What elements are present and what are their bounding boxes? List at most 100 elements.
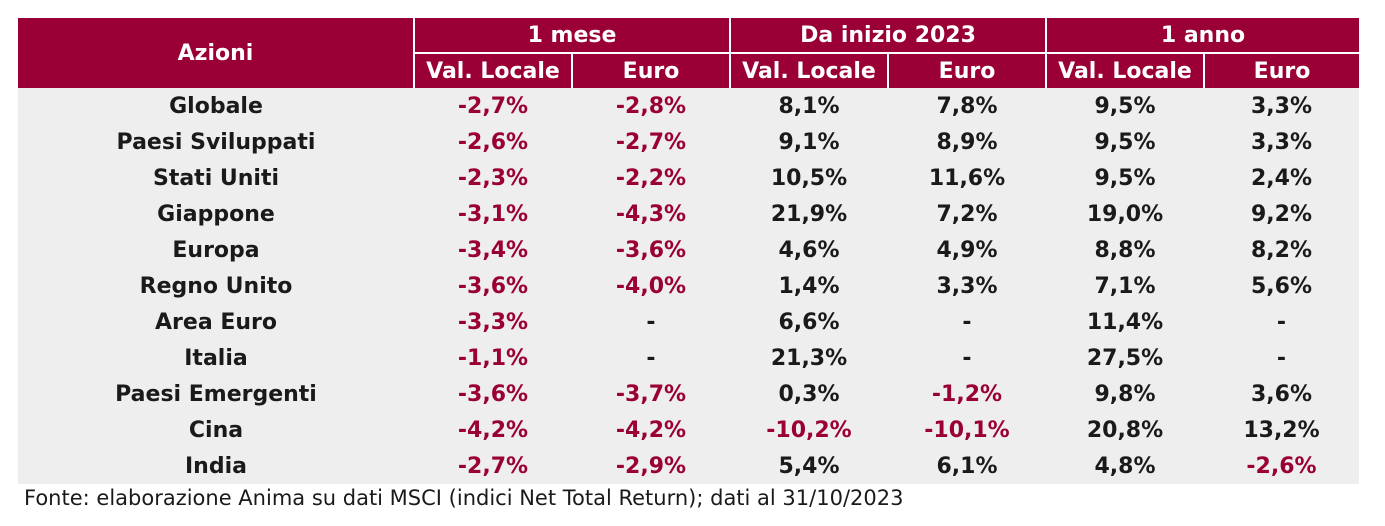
return-cell-1m-euro: -2,9% [572, 448, 730, 484]
row-label-header: Azioni [18, 18, 415, 88]
return-cell-1m-euro: -2,7% [572, 124, 730, 160]
return-cell-1y-local: 9,5% [1046, 160, 1204, 196]
return-cell-1y-euro: 13,2% [1204, 412, 1359, 448]
subheader-local-currency: Val. Locale [730, 53, 889, 88]
equity-returns-table: Azioni 1 mese Da inizio 2023 1 anno Val.… [18, 18, 1359, 484]
header-row-subheaders: Val. Locale Euro Val. Locale Euro Val. L… [18, 53, 1359, 88]
return-cell-ytd-euro: - [888, 340, 1046, 376]
return-cell-1m-local: -3,6% [414, 268, 572, 304]
return-cell-1m-local: -2,7% [414, 448, 572, 484]
region-name: Giappone [18, 196, 414, 232]
return-cell-1y-euro: -2,6% [1204, 448, 1359, 484]
region-name: Regno Unito [18, 268, 414, 304]
region-name: Paesi Emergenti [18, 376, 414, 412]
return-cell-ytd-euro: - [888, 304, 1046, 340]
return-cell-ytd-local: 21,9% [730, 196, 888, 232]
return-cell-1y-local: 27,5% [1046, 340, 1204, 376]
subheader-local-currency: Val. Locale [414, 53, 573, 88]
region-name: Globale [18, 88, 414, 124]
return-cell-1m-euro: -2,8% [572, 88, 730, 124]
return-cell-1y-local: 11,4% [1046, 304, 1204, 340]
return-cell-1m-euro: - [572, 304, 730, 340]
return-cell-1m-local: -4,2% [414, 412, 572, 448]
return-cell-ytd-euro: -10,1% [888, 412, 1046, 448]
return-cell-ytd-local: 1,4% [730, 268, 888, 304]
return-cell-1y-local: 19,0% [1046, 196, 1204, 232]
return-cell-ytd-local: 5,4% [730, 448, 888, 484]
return-cell-1m-euro: -4,0% [572, 268, 730, 304]
group-header-1-month: 1 mese [414, 18, 731, 54]
region-name: Paesi Sviluppati [18, 124, 414, 160]
return-cell-1m-euro: -4,3% [572, 196, 730, 232]
return-cell-1m-local: -3,1% [414, 196, 572, 232]
return-cell-ytd-local: 8,1% [730, 88, 888, 124]
return-cell-1m-euro: - [572, 340, 730, 376]
group-header-1-year: 1 anno [1046, 18, 1359, 54]
return-cell-1y-local: 7,1% [1046, 268, 1204, 304]
table-body: Globale -2,7% -2,8% 8,1% 7,8% 9,5% 3,3% Paesi S… [18, 88, 1359, 484]
return-cell-1y-euro: 5,6% [1204, 268, 1359, 304]
region-name: Area Euro [18, 304, 414, 340]
return-cell-1m-local: -1,1% [414, 340, 572, 376]
return-cell-ytd-local: 10,5% [730, 160, 888, 196]
return-cell-ytd-local: 0,3% [730, 376, 888, 412]
return-cell-1y-local: 8,8% [1046, 232, 1204, 268]
region-name: Stati Uniti [18, 160, 414, 196]
table-row: Paesi Emergenti -3,6% -3,7% 0,3% -1,2% 9,8% 3,… [18, 376, 1359, 412]
return-cell-ytd-local: 6,6% [730, 304, 888, 340]
return-cell-1m-local: -2,7% [414, 88, 572, 124]
return-cell-1m-local: -3,4% [414, 232, 572, 268]
table-row: Giappone -3,1% -4,3% 21,9% 7,2% 19,0% 9,2% [18, 196, 1359, 232]
return-cell-1y-local: 9,8% [1046, 376, 1204, 412]
return-cell-1y-local: 20,8% [1046, 412, 1204, 448]
table-row: Area Euro -3,3% -6,6% -11,4% - [18, 304, 1359, 340]
return-cell-ytd-local: 21,3% [730, 340, 888, 376]
subheader-local-currency: Val. Locale [1046, 53, 1205, 88]
return-cell-1m-local: -2,3% [414, 160, 572, 196]
return-cell-1m-euro: -4,2% [572, 412, 730, 448]
return-cell-1y-local: 9,5% [1046, 124, 1204, 160]
return-cell-ytd-euro: 3,3% [888, 268, 1046, 304]
table-row: Globale -2,7% -2,8% 8,1% 7,8% 9,5% 3,3% [18, 88, 1359, 124]
region-name: India [18, 448, 414, 484]
region-name: Europa [18, 232, 414, 268]
table-row: Italia -1,1% -21,3% -27,5% - [18, 340, 1359, 376]
return-cell-1m-euro: -3,7% [572, 376, 730, 412]
return-cell-1m-local: -2,6% [414, 124, 572, 160]
return-cell-ytd-euro: 11,6% [888, 160, 1046, 196]
return-cell-1m-local: -3,3% [414, 304, 572, 340]
return-cell-ytd-euro: -1,2% [888, 376, 1046, 412]
return-cell-1y-euro: 3,3% [1204, 124, 1359, 160]
return-cell-1y-euro: 3,3% [1204, 88, 1359, 124]
return-cell-ytd-euro: 4,9% [888, 232, 1046, 268]
subheader-euro: Euro [572, 53, 731, 88]
return-cell-ytd-euro: 7,2% [888, 196, 1046, 232]
table-row: Paesi Sviluppati -2,6% -2,7% 9,1% 8,9% 9,5% 3,… [18, 124, 1359, 160]
return-cell-1y-euro: 8,2% [1204, 232, 1359, 268]
return-cell-1y-local: 9,5% [1046, 88, 1204, 124]
return-cell-1y-euro: 9,2% [1204, 196, 1359, 232]
table-row: Cina -4,2% -4,2% -10,2% -10,1% 20,8% 13,2% [18, 412, 1359, 448]
return-cell-1m-euro: -2,2% [572, 160, 730, 196]
group-header-ytd: Da inizio 2023 [730, 18, 1047, 54]
return-cell-1m-local: -3,6% [414, 376, 572, 412]
return-cell-ytd-local: -10,2% [730, 412, 888, 448]
source-footnote: Fonte: elaborazione Anima su dati MSCI (… [24, 486, 904, 510]
subheader-euro: Euro [1204, 53, 1359, 88]
table-row: India -2,7% -2,9% 5,4% 6,1% 4,8% -2,6% [18, 448, 1359, 484]
header-row-groups: Azioni 1 mese Da inizio 2023 1 anno [18, 18, 1359, 88]
table-row: Regno Unito -3,6% -4,0% 1,4% 3,3% 7,1% 5,6% [18, 268, 1359, 304]
return-cell-1y-local: 4,8% [1046, 448, 1204, 484]
table-row: Stati Uniti -2,3% -2,2% 10,5% 11,6% 9,5% 2,4% [18, 160, 1359, 196]
return-cell-1y-euro: - [1204, 304, 1359, 340]
return-cell-ytd-local: 9,1% [730, 124, 888, 160]
region-name: Italia [18, 340, 414, 376]
return-cell-1y-euro: 2,4% [1204, 160, 1359, 196]
return-cell-ytd-euro: 7,8% [888, 88, 1046, 124]
return-cell-1y-euro: 3,6% [1204, 376, 1359, 412]
table-row: Europa -3,4% -3,6% 4,6% 4,9% 8,8% 8,2% [18, 232, 1359, 268]
return-cell-ytd-local: 4,6% [730, 232, 888, 268]
region-name: Cina [18, 412, 414, 448]
subheader-euro: Euro [888, 53, 1047, 88]
return-cell-1y-euro: - [1204, 340, 1359, 376]
